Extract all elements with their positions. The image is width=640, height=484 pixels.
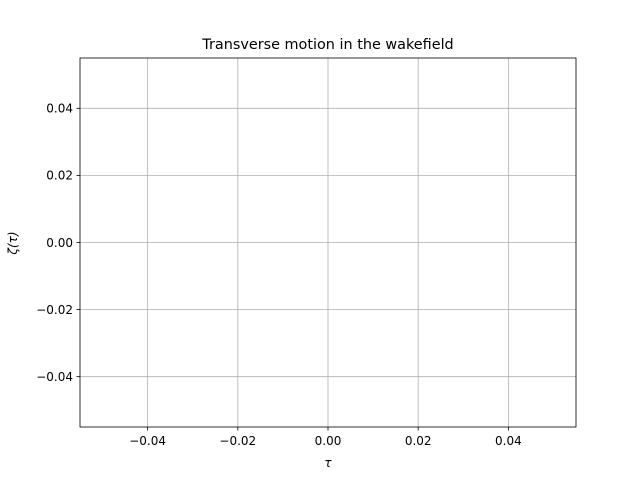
x-tick-label: 0.00 xyxy=(315,434,342,448)
grid-layer xyxy=(80,58,576,427)
y-tick-label: 0.04 xyxy=(46,102,73,116)
x-tick-label: −0.02 xyxy=(219,434,256,448)
y-tick-label: −0.04 xyxy=(36,370,73,384)
y-axis-label: ζ(τ) xyxy=(6,231,20,255)
y-axis-ticks: −0.04 −0.02 0.00 0.02 0.04 xyxy=(36,102,80,384)
y-tick-label: −0.02 xyxy=(36,303,73,317)
y-tick-label: 0.00 xyxy=(46,236,73,250)
x-tick-label: 0.04 xyxy=(495,434,522,448)
y-tick-label: 0.02 xyxy=(46,169,73,183)
x-tick-label: −0.04 xyxy=(129,434,166,448)
x-axis-ticks: −0.04 −0.02 0.00 0.02 0.04 xyxy=(129,427,522,448)
chart-title: Transverse motion in the wakefield xyxy=(201,37,453,53)
x-tick-label: 0.02 xyxy=(405,434,432,448)
x-axis-label: τ xyxy=(324,456,332,470)
